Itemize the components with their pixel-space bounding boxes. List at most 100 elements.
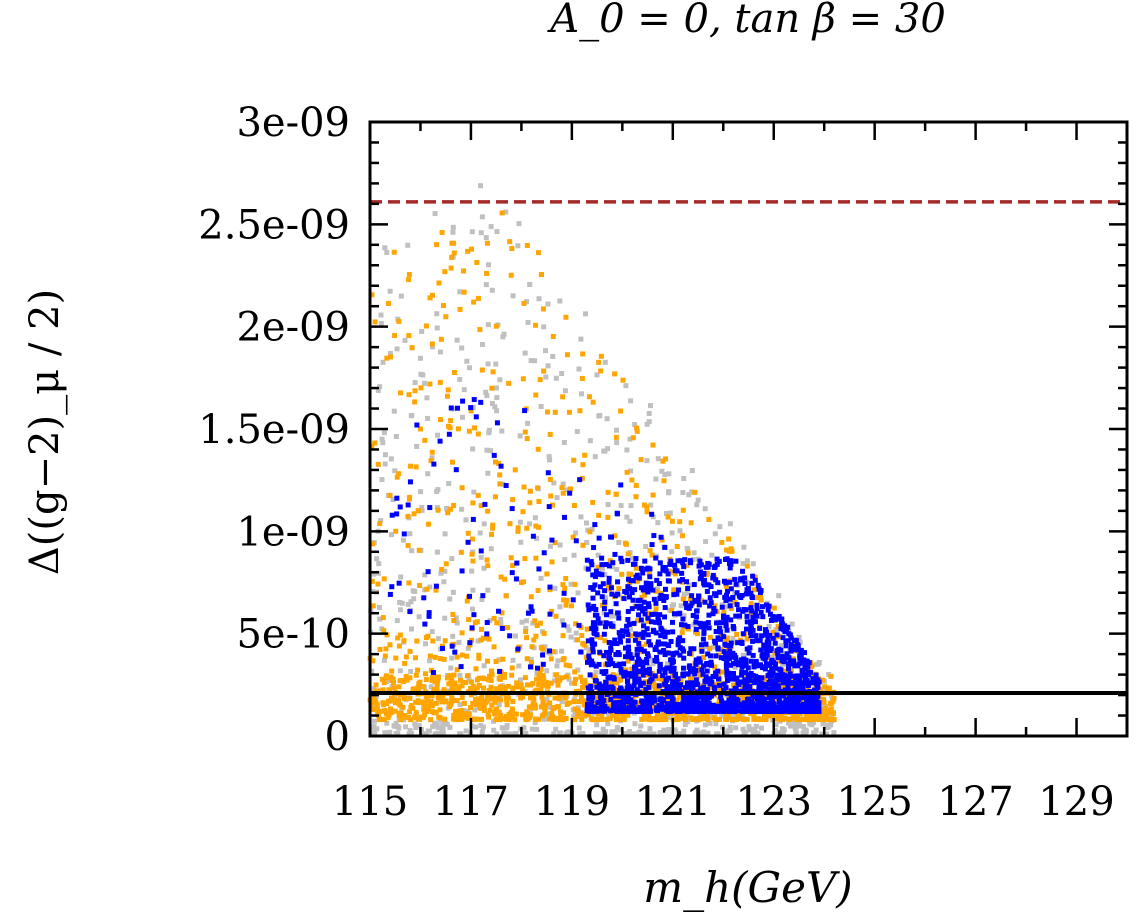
orange-point: [404, 677, 410, 683]
orange-point: [557, 709, 563, 715]
blue-point: [635, 668, 641, 674]
orange-point: [420, 699, 426, 705]
blue-point: [785, 624, 791, 630]
grey-point: [470, 405, 476, 411]
orange-point: [521, 300, 527, 306]
blue-point: [811, 707, 817, 713]
grey-point: [778, 731, 784, 737]
blue-point: [628, 697, 634, 703]
grey-point: [463, 517, 469, 523]
orange-point: [396, 643, 402, 649]
grey-point: [561, 439, 567, 445]
grey-point: [434, 311, 440, 317]
blue-point: [547, 648, 553, 654]
grey-point: [594, 722, 600, 728]
blue-point: [586, 696, 592, 702]
grey-point: [440, 731, 446, 737]
blue-point: [685, 624, 691, 630]
blue-point: [665, 642, 671, 648]
blue-point: [715, 676, 721, 682]
blue-point: [701, 570, 707, 576]
grey-point: [759, 725, 765, 731]
grey-point: [631, 731, 637, 737]
orange-point: [538, 645, 544, 651]
grey-point: [559, 699, 565, 705]
grey-point: [377, 616, 383, 622]
blue-point: [726, 651, 732, 657]
blue-point: [811, 702, 817, 708]
grey-point: [393, 731, 399, 737]
orange-point: [443, 561, 449, 567]
orange-point: [530, 701, 536, 707]
blue-point: [637, 661, 643, 667]
orange-point: [578, 694, 584, 700]
grey-point: [377, 384, 383, 390]
grey-point: [606, 713, 612, 719]
orange-point: [499, 610, 505, 616]
orange-point: [567, 486, 573, 492]
blue-point: [529, 608, 535, 614]
blue-point: [753, 703, 759, 709]
blue-point: [598, 708, 604, 714]
blue-point: [644, 667, 650, 673]
grey-point: [409, 626, 415, 632]
orange-point: [753, 716, 759, 722]
orange-point: [815, 712, 821, 718]
blue-point: [682, 700, 688, 706]
orange-point: [425, 707, 431, 713]
blue-point: [743, 626, 749, 632]
blue-point: [607, 650, 613, 656]
blue-point: [547, 611, 553, 617]
orange-point: [559, 675, 565, 681]
blue-point: [733, 655, 739, 661]
y-tick-label: 3e-09: [236, 100, 350, 146]
blue-point: [767, 611, 773, 617]
grey-point: [542, 348, 548, 354]
orange-point: [751, 587, 757, 593]
grey-point: [831, 730, 837, 736]
orange-point: [613, 717, 619, 723]
orange-point: [572, 680, 578, 686]
blue-point: [598, 694, 604, 700]
orange-point: [582, 713, 588, 719]
grey-point: [382, 730, 388, 736]
orange-point: [577, 408, 583, 414]
orange-point: [439, 229, 445, 235]
grey-point: [472, 707, 478, 713]
blue-point: [802, 681, 808, 687]
grey-point: [479, 596, 485, 602]
blue-point: [800, 695, 806, 701]
blue-point: [778, 626, 784, 632]
blue-point: [772, 640, 778, 646]
grey-point: [435, 487, 441, 493]
blue-point: [734, 675, 740, 681]
grey-point: [519, 619, 525, 625]
orange-point: [445, 387, 451, 393]
blue-point: [803, 661, 809, 667]
blue-point: [599, 669, 605, 675]
blue-point: [765, 641, 771, 647]
orange-point: [463, 679, 469, 685]
blue-point: [455, 405, 461, 411]
blue-point: [715, 708, 721, 714]
orange-point: [502, 672, 508, 678]
orange-point: [426, 521, 432, 527]
blue-point: [799, 684, 805, 690]
orange-point: [547, 431, 553, 437]
grey-point: [498, 621, 504, 627]
blue-point: [688, 707, 694, 713]
blue-point: [576, 622, 582, 628]
blue-point: [641, 629, 647, 635]
orange-point: [472, 620, 478, 626]
grey-point: [486, 262, 492, 268]
blue-point: [738, 679, 744, 685]
orange-point: [412, 714, 418, 720]
blue-point: [588, 662, 594, 668]
blue-point: [612, 551, 618, 557]
orange-point: [799, 697, 805, 703]
blue-point: [589, 562, 595, 568]
blue-point: [626, 648, 632, 654]
blue-point: [754, 638, 760, 644]
grey-point: [587, 438, 593, 444]
blue-point: [677, 708, 683, 714]
